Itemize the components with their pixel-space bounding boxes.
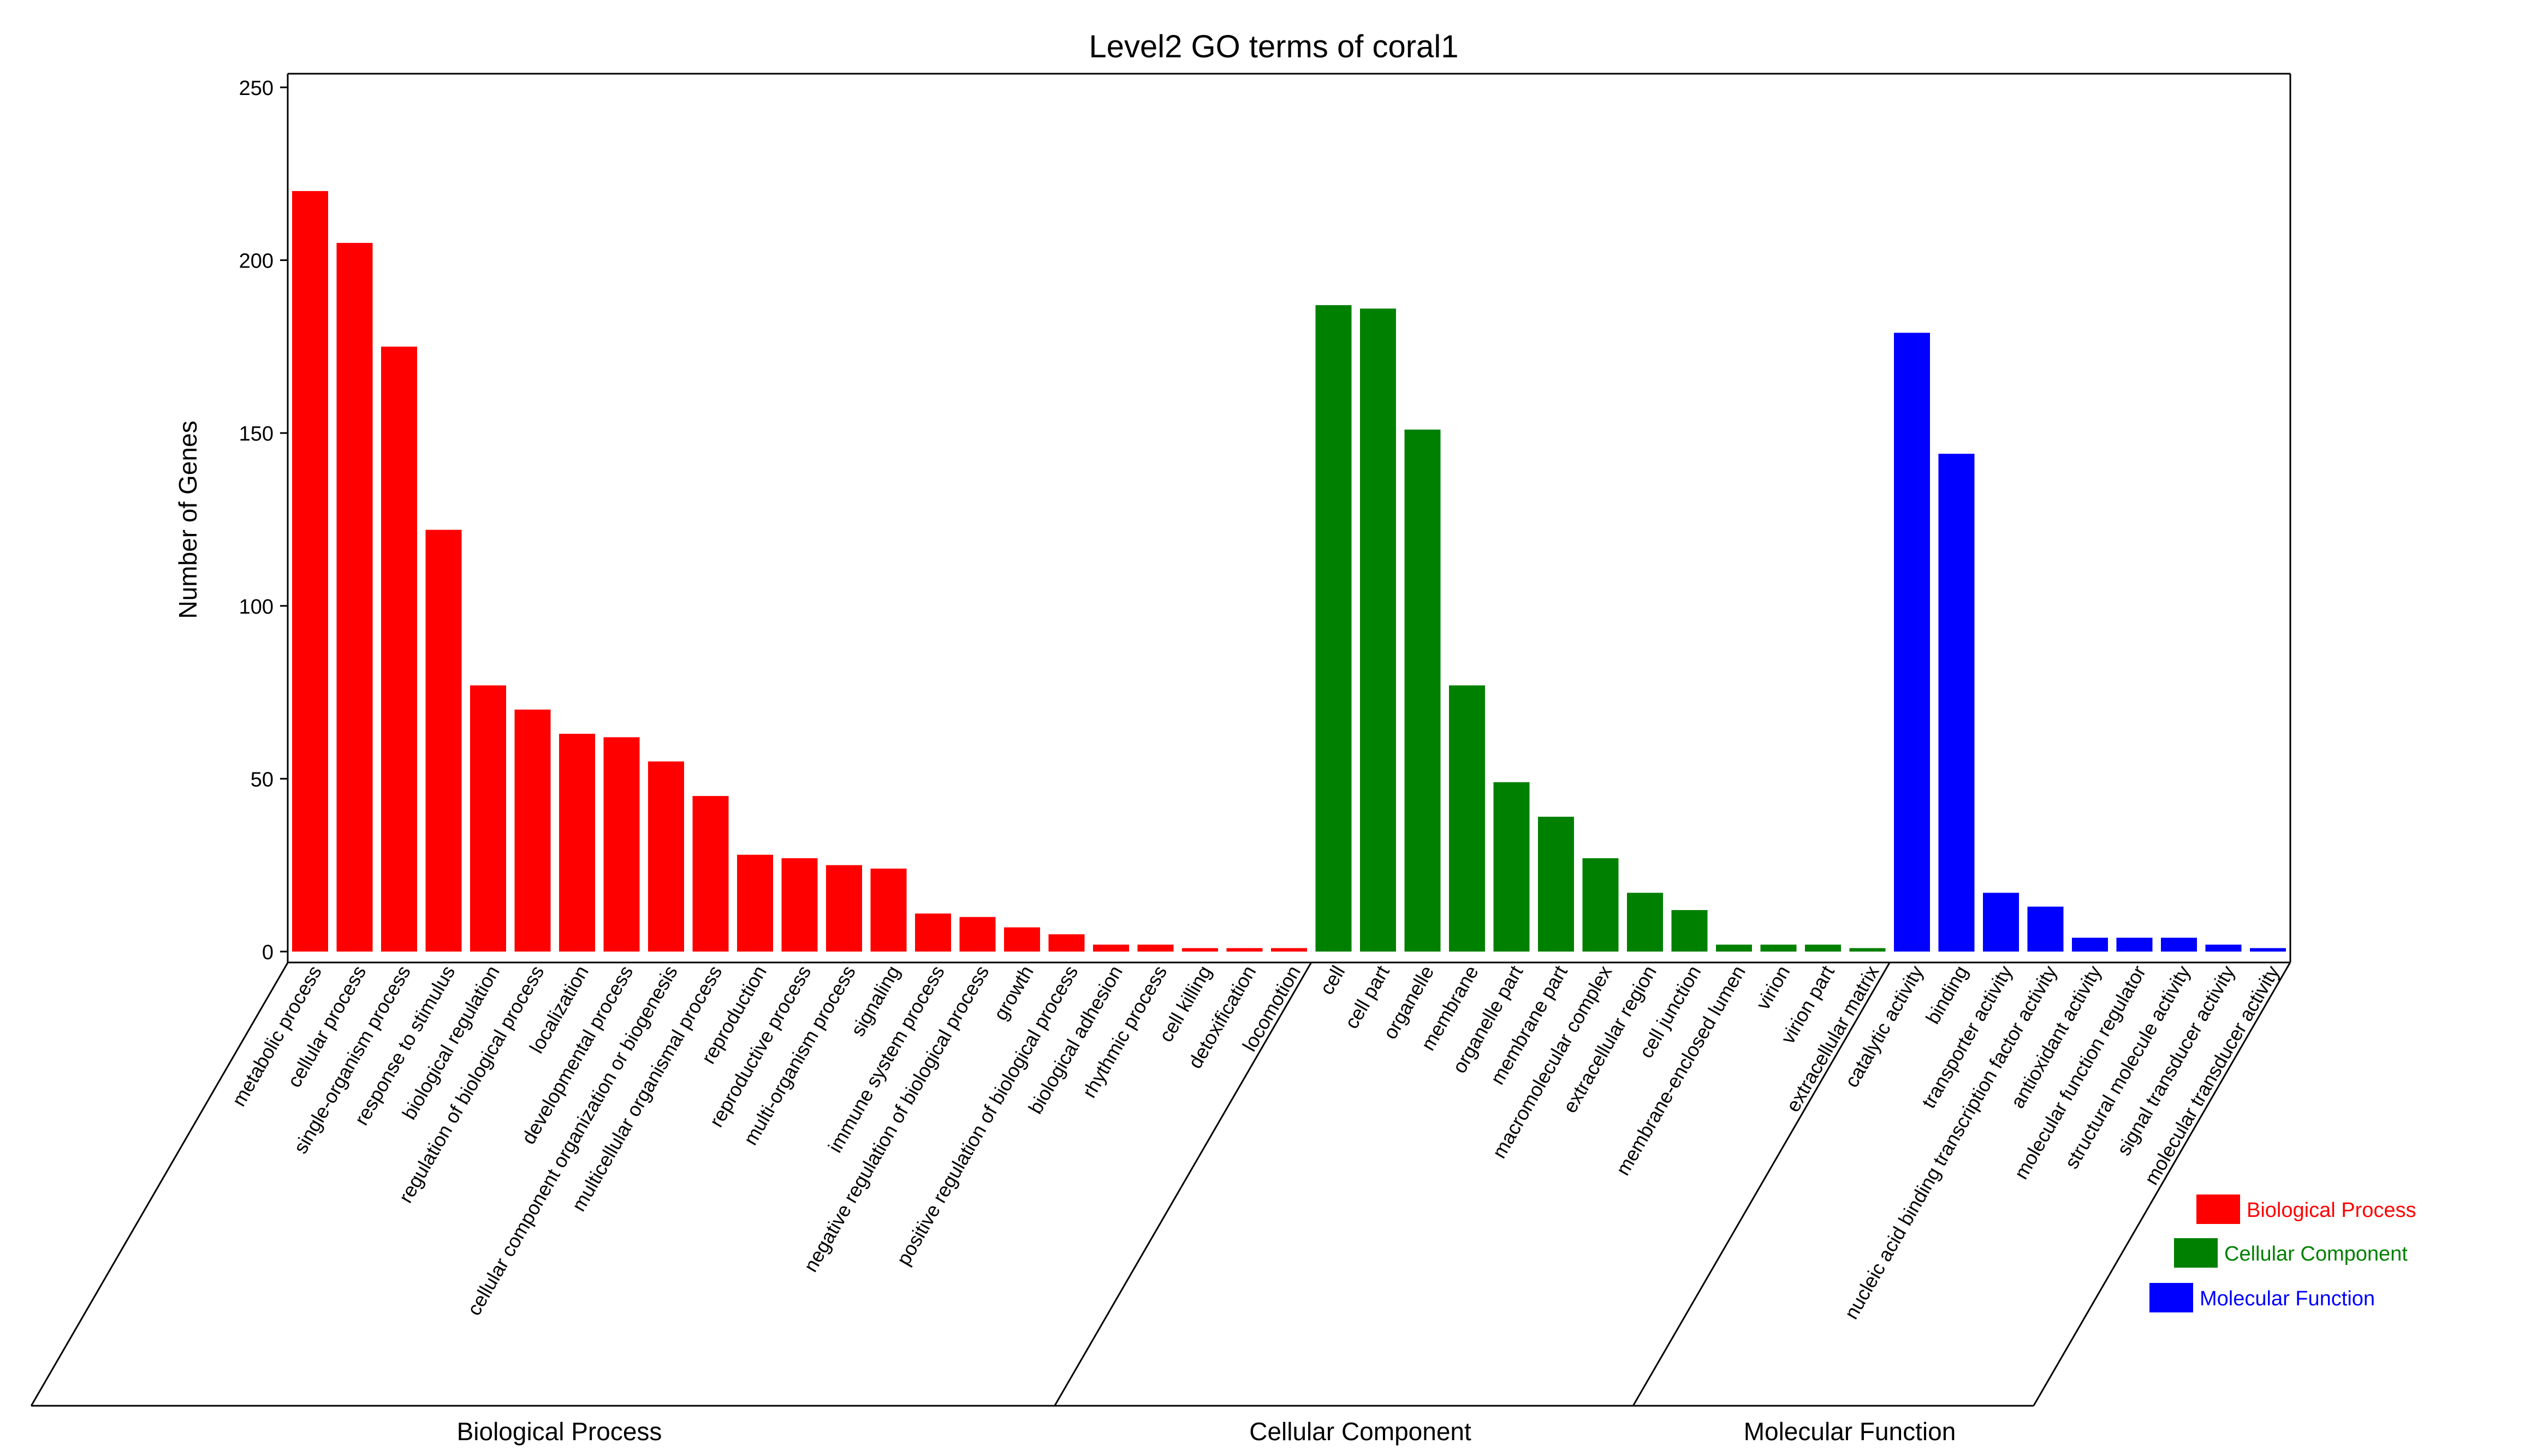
bar-multi-organism-process [826, 865, 862, 952]
legend-swatch-cellular-component [2174, 1238, 2218, 1268]
bar-signal-transducer-activity [2205, 944, 2242, 952]
bar-macromolecular-complex [1582, 858, 1619, 952]
bar-structural-molecule-activity [2161, 937, 2197, 952]
bar-cellular-component-organization-or-biogenesis [648, 761, 684, 952]
bar-molecular-transducer-activity [2250, 948, 2286, 952]
group-separator [2033, 962, 2291, 1406]
group-separator [1054, 962, 1312, 1406]
bar-membrane-enclosed-lumen [1716, 944, 1752, 952]
y-tick-label: 50 [251, 768, 274, 791]
bar-metabolic-process [292, 191, 328, 952]
bar-localization [559, 734, 595, 952]
group-label-cellular-component: Cellular Component [1249, 1417, 1471, 1446]
bar-detoxification [1226, 948, 1263, 952]
bar-signaling [870, 869, 907, 952]
y-tick-label: 200 [239, 250, 274, 273]
group-separator [1632, 962, 1891, 1406]
bar-organelle [1404, 429, 1441, 952]
bar-cell-part [1360, 308, 1396, 952]
bar-virion-part [1805, 944, 1841, 952]
bar-cell-killing [1182, 948, 1218, 952]
x-label-cellular-component-organization-or-biogenesis: cellular component organization or bioge… [462, 962, 682, 1320]
legend-label-cellular-component: Cellular Component [2224, 1243, 2408, 1265]
bar-extracellular-matrix [1849, 948, 1886, 952]
bar-organelle-part [1493, 782, 1530, 952]
group-label-molecular-function: Molecular Function [1744, 1417, 1956, 1446]
legend-label-molecular-function: Molecular Function [2200, 1287, 2375, 1310]
bar-reproduction [737, 854, 773, 952]
bar-response-to-stimulus [425, 530, 462, 952]
bar-growth [1004, 927, 1040, 952]
group-separator [30, 962, 289, 1406]
bar-immune-system-process [915, 913, 951, 952]
bar-extracellular-region [1627, 893, 1663, 952]
y-tick-label: 100 [239, 596, 274, 619]
bar-biological-regulation [470, 685, 506, 952]
bar-locomotion [1271, 948, 1307, 952]
plot-frame [288, 73, 2291, 964]
y-tick-label: 250 [239, 77, 274, 100]
bar-negative-regulation-of-biological-process [959, 917, 996, 952]
bar-single-organism-process [381, 346, 417, 952]
bar-catalytic-activity [1894, 332, 1930, 952]
y-tick-label: 0 [262, 941, 274, 964]
bar-rhythmic-process [1137, 944, 1174, 952]
bar-multicellular-organismal-process [692, 796, 729, 952]
bar-cellular-process [336, 242, 373, 952]
bar-binding [1938, 454, 1975, 952]
bar-cell [1315, 305, 1352, 952]
y-axis: 0 50 100 150 200 250 [239, 74, 289, 964]
legend-swatch-molecular-function [2149, 1283, 2193, 1312]
legend-swatch-biological-process [2196, 1194, 2240, 1224]
bar-cell-junction [1671, 910, 1708, 952]
bar-transporter-activity [1983, 893, 2019, 952]
x-label-virion: virion [1751, 962, 1795, 1014]
bar-positive-regulation-of-biological-process [1048, 934, 1085, 952]
bars [292, 191, 2286, 952]
bar-nucleic-acid-binding-transcription-factor-activity [2027, 906, 2064, 952]
legend: Biological Process Cellular Component Mole… [2149, 1194, 2416, 1312]
chart-title: Level2 GO terms of coral1 [1089, 29, 1459, 64]
bar-reproductive-process [781, 858, 818, 952]
bar-membrane-part [1538, 817, 1574, 952]
group-label-biological-process: Biological Process [457, 1417, 662, 1446]
bar-biological-adhesion [1093, 944, 1129, 952]
y-axis-label: Number of Genes [174, 420, 202, 619]
bar-antioxidant-activity [2072, 937, 2108, 952]
bar-molecular-function-regulator [2116, 937, 2153, 952]
x-label-cell: cell [1315, 962, 1350, 999]
y-tick-label: 150 [239, 423, 274, 445]
bar-virion [1760, 944, 1797, 952]
legend-label-biological-process: Biological Process [2247, 1199, 2416, 1222]
bar-regulation-of-biological-process [514, 709, 551, 952]
bar-membrane [1449, 685, 1485, 952]
category-group-box: Biological Process Cellular Component Mole… [30, 962, 2291, 1446]
x-label-growth: growth [989, 962, 1038, 1024]
bar-developmental-process [603, 737, 640, 952]
